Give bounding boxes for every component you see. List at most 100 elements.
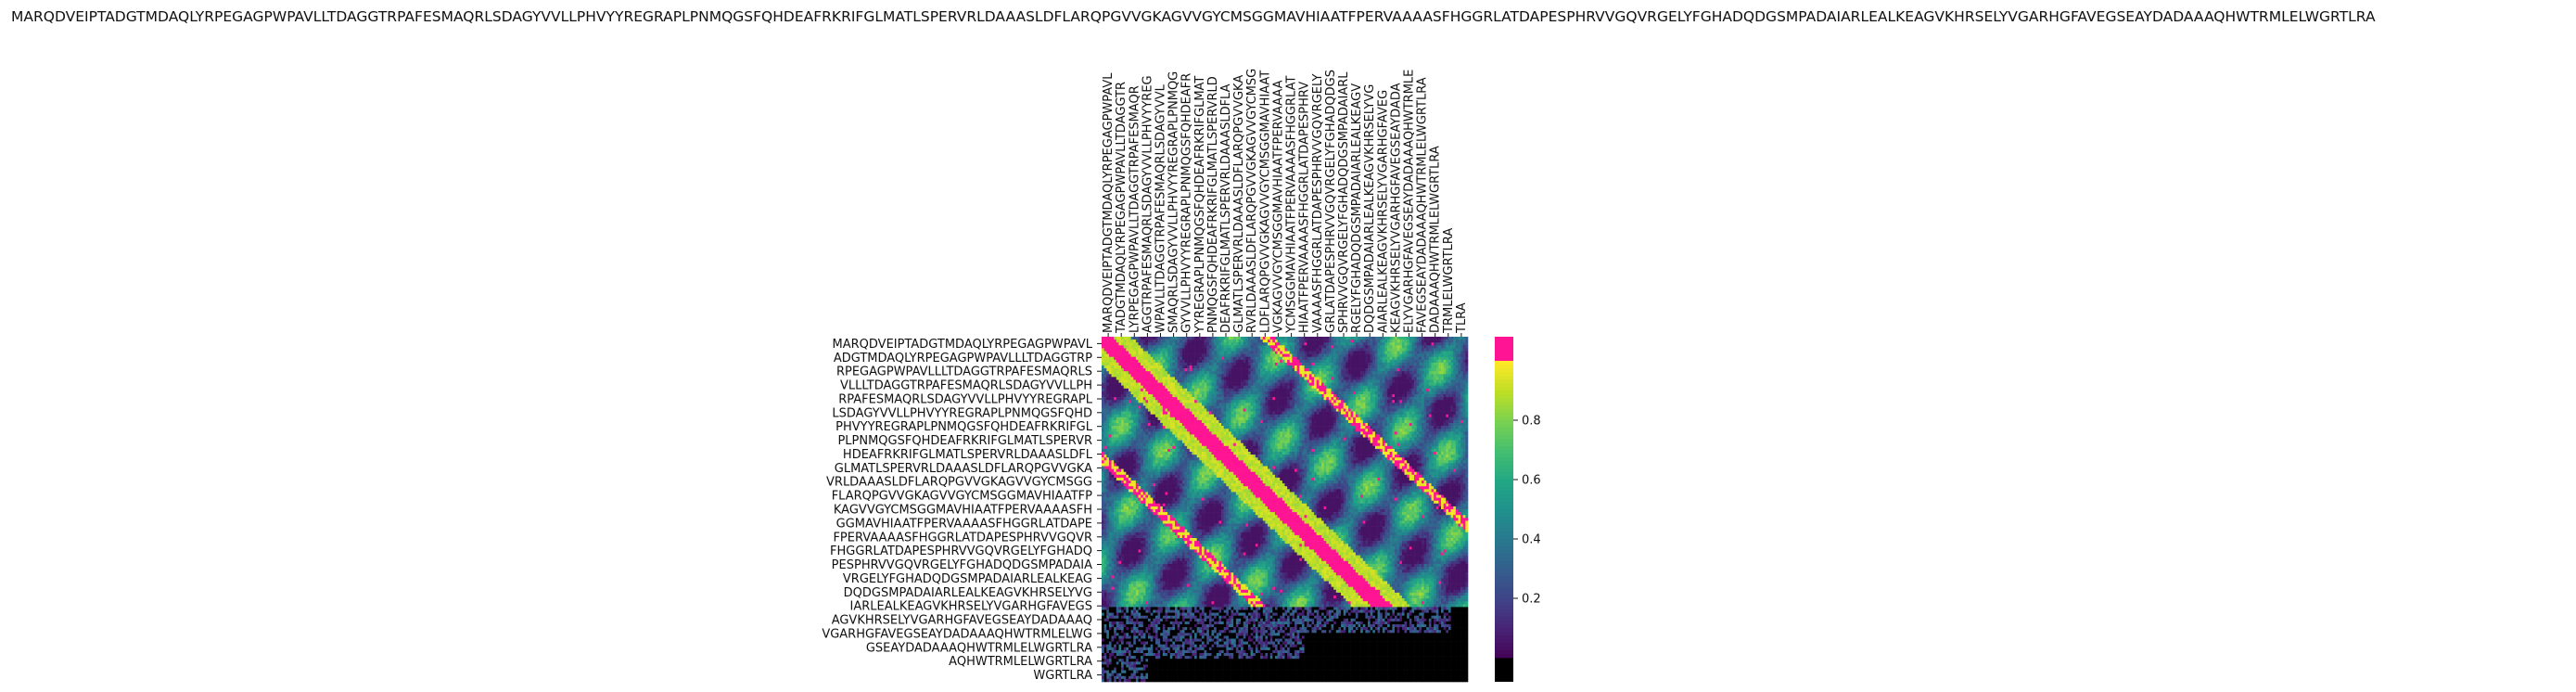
heatmap-cell (1268, 405, 1270, 408)
heatmap-cell (1409, 337, 1412, 340)
heatmap-cell (1402, 345, 1405, 348)
heatmap-cell (1365, 426, 1368, 429)
heatmap-cell (1197, 383, 1200, 386)
heatmap-cell (1187, 377, 1190, 379)
heatmap-cell (1395, 389, 1397, 391)
heatmap-cell (1384, 345, 1387, 348)
heatmap-cell (1126, 423, 1129, 426)
heatmap-cell (1221, 405, 1224, 408)
heatmap-cell (1378, 348, 1381, 351)
heatmap-cell (1371, 389, 1373, 391)
heatmap-cell (1131, 365, 1134, 368)
heatmap-cell (1241, 342, 1243, 345)
heatmap-cell (1414, 423, 1417, 426)
heatmap-cell (1182, 405, 1185, 408)
heatmap-cell (1465, 386, 1468, 389)
heatmap-cell (1409, 394, 1412, 397)
heatmap-cell (1102, 352, 1104, 354)
heatmap-cell (1102, 417, 1104, 420)
heatmap-cell (1243, 352, 1246, 354)
heatmap-cell (1202, 374, 1205, 377)
heatmap-cell (1214, 352, 1217, 354)
heatmap-cell (1294, 417, 1297, 420)
heatmap-cell (1106, 337, 1109, 340)
heatmap-cell (1268, 412, 1270, 415)
heatmap-cell (1253, 429, 1256, 431)
heatmap-cell (1311, 417, 1314, 420)
heatmap-cell (1124, 400, 1127, 403)
heatmap-cell (1314, 340, 1317, 342)
heatmap-cell (1197, 340, 1200, 342)
heatmap-cell (1221, 374, 1224, 377)
heatmap-cell (1180, 377, 1182, 379)
heatmap-cell (1280, 363, 1282, 365)
heatmap-cell (1432, 365, 1435, 368)
heatmap-cell (1248, 383, 1251, 386)
heatmap-cell (1282, 415, 1285, 417)
heatmap-cell (1383, 391, 1385, 394)
heatmap-cell (1175, 377, 1178, 379)
heatmap-cell (1380, 357, 1383, 360)
heatmap-cell (1275, 412, 1278, 415)
heatmap-cell (1202, 386, 1205, 389)
heatmap-cell (1163, 415, 1166, 417)
heatmap-cell (1344, 386, 1346, 389)
heatmap-cell (1465, 342, 1468, 345)
heatmap-cell (1212, 400, 1215, 403)
heatmap-cell (1129, 389, 1131, 391)
heatmap-cell (1311, 380, 1314, 383)
heatmap-cell (1172, 409, 1175, 412)
heatmap-cell (1444, 423, 1447, 426)
heatmap-cell (1311, 405, 1314, 408)
heatmap-cell (1133, 383, 1136, 386)
heatmap-cell (1143, 426, 1146, 429)
heatmap-cell (1145, 360, 1148, 363)
heatmap-cell (1453, 420, 1456, 423)
heatmap-cell (1434, 345, 1436, 348)
heatmap-cell (1365, 360, 1368, 363)
heatmap-cell (1307, 391, 1309, 394)
heatmap-cell (1145, 374, 1148, 377)
heatmap-cell (1131, 368, 1134, 371)
heatmap-cell (1199, 357, 1202, 360)
heatmap-cell (1253, 417, 1256, 420)
heatmap-cell (1182, 357, 1185, 360)
heatmap-cell (1187, 363, 1190, 365)
heatmap-cell (1194, 374, 1197, 377)
heatmap-cell (1422, 420, 1424, 423)
heatmap-cell (1321, 415, 1324, 417)
heatmap-cell (1217, 354, 1219, 357)
heatmap-cell (1238, 363, 1241, 365)
heatmap-cell (1143, 368, 1146, 371)
heatmap-cell (1104, 342, 1107, 345)
y-tick-label: VGARHGFAVEGSEAYDADAAAQHWTRMLELWG (822, 627, 1092, 641)
heatmap-cell (1280, 397, 1282, 400)
heatmap-cell (1248, 368, 1251, 371)
heatmap-cell (1407, 386, 1409, 389)
heatmap-cell (1383, 357, 1385, 360)
heatmap-cell (1434, 403, 1436, 405)
heatmap-cell (1317, 386, 1320, 389)
heatmap-cell (1321, 377, 1324, 379)
heatmap-cell (1336, 400, 1339, 403)
heatmap-cell (1326, 420, 1329, 423)
heatmap-cell (1185, 405, 1188, 408)
heatmap-cell (1226, 389, 1229, 391)
heatmap-cell (1363, 360, 1366, 363)
heatmap-cell (1231, 417, 1234, 420)
heatmap-cell (1278, 409, 1281, 412)
heatmap-cell (1351, 412, 1354, 415)
heatmap-cell (1251, 391, 1254, 394)
heatmap-cell (1409, 386, 1412, 389)
heatmap-cell (1371, 377, 1373, 379)
heatmap-cell (1233, 417, 1236, 420)
heatmap-cell (1399, 368, 1402, 371)
heatmap-cell (1231, 377, 1234, 379)
heatmap-cell (1129, 412, 1131, 415)
heatmap-cell (1405, 360, 1408, 363)
heatmap-cell (1206, 342, 1209, 345)
heatmap-cell (1375, 374, 1378, 377)
heatmap-cell (1434, 397, 1436, 400)
heatmap-cell (1332, 363, 1334, 365)
heatmap-cell (1326, 403, 1329, 405)
